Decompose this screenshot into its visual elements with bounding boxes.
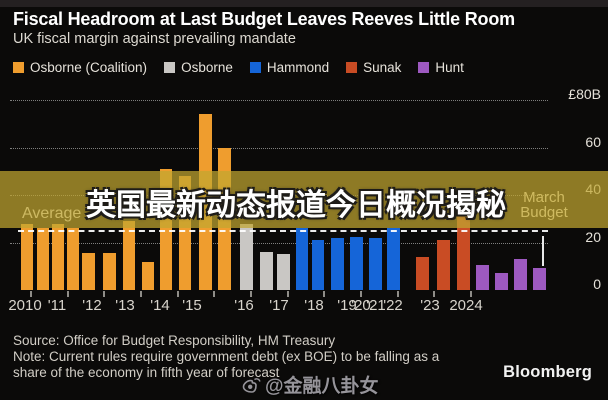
x-axis-label: '17 <box>269 297 289 314</box>
legend: Osborne (Coalition) Osborne Hammond Sunak Hu… <box>13 60 464 75</box>
x-axis-tick <box>30 291 32 297</box>
bar <box>142 261 154 290</box>
y-gridline <box>10 242 548 244</box>
note-text-line2: share of the economy in fifth year of fo… <box>13 365 280 380</box>
bar <box>296 228 308 290</box>
bar <box>67 228 79 290</box>
x-axis-tick <box>433 291 435 297</box>
bar <box>123 221 135 290</box>
legend-item: Hammond <box>249 60 330 75</box>
banner-headline: 英国最新动态报道今日概况揭秘 <box>86 189 506 222</box>
bar <box>457 214 470 290</box>
chart-subtitle: UK fiscal margin against prevailing mand… <box>13 31 296 47</box>
x-axis-label: '21 <box>366 297 386 314</box>
x-axis-label: '13 <box>115 297 135 314</box>
top-strip <box>0 0 608 7</box>
legend-item: Hunt <box>418 60 464 75</box>
bar <box>514 259 527 290</box>
bar <box>533 267 546 290</box>
legend-label: Sunak <box>363 60 402 75</box>
bar <box>52 223 64 290</box>
legend-label: Osborne <box>181 60 233 75</box>
x-axis-tick <box>177 291 179 297</box>
x-axis-label: '11 <box>47 297 67 314</box>
note-text-line1: Note: Current rules require government d… <box>13 349 440 364</box>
x-axis-label: 2024 <box>449 297 483 314</box>
bar <box>260 252 273 290</box>
x-axis-tick <box>103 291 105 297</box>
legend-swatch-icon <box>346 62 358 73</box>
x-axis-tick <box>397 291 399 297</box>
x-axis-label: '16 <box>234 297 254 314</box>
x-axis-label: '18 <box>304 297 324 314</box>
legend-label: Osborne (Coalition) <box>30 60 148 75</box>
x-axis-tick <box>140 291 142 297</box>
banner-band <box>0 171 608 228</box>
y-gridline <box>10 147 548 149</box>
legend-label: Hammond <box>266 60 330 75</box>
bar <box>82 253 95 290</box>
x-axis-tick <box>250 291 252 297</box>
average-line <box>18 229 548 232</box>
y-axis-label: £80B <box>568 86 601 102</box>
bar <box>350 236 363 290</box>
weibo-eye-icon <box>242 377 261 393</box>
legend-swatch-icon <box>13 62 24 73</box>
x-axis-tick <box>287 291 289 297</box>
bloomberg-logo: Bloomberg <box>503 363 592 381</box>
x-axis-label: 2010 <box>8 297 42 314</box>
annotation-callout-line <box>542 236 544 266</box>
x-axis-tick <box>360 291 362 297</box>
watermark: @金融八卦女 <box>242 371 379 398</box>
bar <box>103 253 116 290</box>
bar <box>312 240 324 290</box>
bar <box>277 254 290 290</box>
bar <box>21 223 33 290</box>
bar <box>37 228 49 290</box>
x-axis-label: '22 <box>383 297 403 314</box>
bar <box>476 265 489 290</box>
legend-item: Sunak <box>346 60 401 75</box>
y-axis-label: 60 <box>585 133 601 150</box>
y-axis-label: 0 <box>593 276 601 292</box>
x-axis-label: '15 <box>182 297 202 314</box>
x-axis-tick <box>470 291 472 297</box>
x-axis-tick <box>323 291 325 297</box>
bar <box>240 223 253 290</box>
x-axis-label: '19 <box>337 297 357 314</box>
bar <box>437 240 450 290</box>
x-axis-label: '20 <box>351 297 371 314</box>
legend-label: Hunt <box>435 60 464 75</box>
source-text: Source: Office for Budget Responsibility… <box>13 333 336 348</box>
bar <box>416 256 429 290</box>
legend-item: Osborne (Coalition) <box>13 60 147 75</box>
bar <box>387 228 400 290</box>
x-axis-tick <box>213 291 215 297</box>
chart-title: Fiscal Headroom at Last Budget Leaves Re… <box>13 9 515 29</box>
legend-swatch-icon <box>249 62 261 73</box>
bar <box>331 237 344 290</box>
y-gridline <box>10 100 548 101</box>
x-axis-tick <box>67 291 69 297</box>
bar <box>495 273 508 290</box>
legend-swatch-icon <box>418 62 430 73</box>
legend-item: Osborne <box>164 60 233 75</box>
legend-swatch-icon <box>164 62 176 73</box>
x-axis-label: '14 <box>150 297 170 314</box>
watermark-text: @金融八卦女 <box>265 376 379 397</box>
x-axis-label: '23 <box>420 297 440 314</box>
bar <box>369 237 382 290</box>
y-axis-label: 20 <box>585 228 601 245</box>
x-axis-label: '12 <box>82 297 102 314</box>
